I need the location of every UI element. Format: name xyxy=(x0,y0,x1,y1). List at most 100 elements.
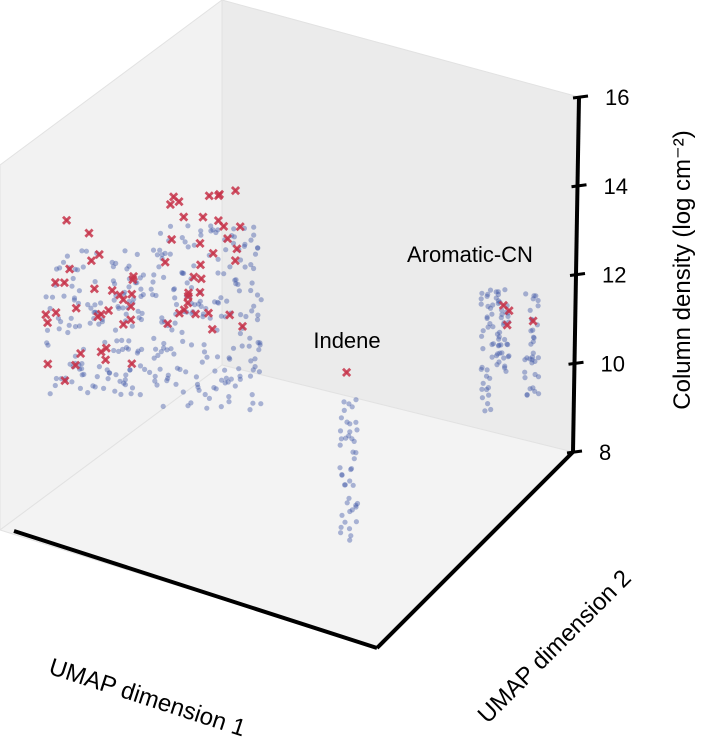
data-point-circle xyxy=(215,227,221,233)
data-point-circle xyxy=(179,235,185,241)
data-point-circle xyxy=(495,351,501,357)
data-point-circle xyxy=(349,404,355,410)
data-point-circle xyxy=(255,339,261,346)
data-point-circle xyxy=(535,297,541,304)
data-point-circle xyxy=(101,385,107,391)
data-point-circle xyxy=(204,405,210,411)
data-point-circle xyxy=(72,324,79,330)
data-point-x-marker xyxy=(43,359,53,369)
data-point-circle xyxy=(213,229,219,236)
data-point-x-marker xyxy=(174,197,184,207)
data-point-circle xyxy=(117,378,123,384)
data-point-circle xyxy=(351,456,357,462)
data-point-circle xyxy=(128,391,134,397)
data-point-x-marker xyxy=(237,321,248,331)
data-point-circle xyxy=(161,274,167,280)
data-point-circle xyxy=(505,313,511,319)
data-point-x-marker xyxy=(225,310,235,320)
data-point-circle xyxy=(479,364,485,370)
data-point-circle xyxy=(250,367,256,373)
data-point-circle xyxy=(484,315,490,321)
data-point-x-marker xyxy=(84,228,94,238)
data-point-circle xyxy=(156,264,162,270)
data-point-circle xyxy=(237,373,243,379)
data-point-circle xyxy=(337,465,343,471)
data-point-circle xyxy=(180,338,186,344)
data-point-circle xyxy=(85,302,91,308)
data-point-circle xyxy=(479,395,485,401)
data-point-circle xyxy=(483,373,490,379)
data-point-circle xyxy=(135,308,141,314)
data-point-circle xyxy=(171,286,177,292)
data-point-circle xyxy=(484,293,490,299)
data-point-circle xyxy=(152,378,158,384)
data-point-circle xyxy=(533,293,539,299)
data-point-circle xyxy=(349,436,355,442)
data-point-circle xyxy=(194,381,201,387)
data-point-circle xyxy=(215,300,222,306)
data-point-circle xyxy=(45,342,51,348)
data-point-x-marker xyxy=(127,289,137,299)
data-point-circle xyxy=(140,272,146,278)
data-point-circle xyxy=(173,381,179,387)
data-point-x-marker xyxy=(126,301,136,311)
data-point-circle xyxy=(347,478,353,484)
data-point-circle xyxy=(111,297,117,303)
data-point-circle xyxy=(499,350,505,356)
data-point-x-marker xyxy=(198,212,208,222)
data-point-circle xyxy=(85,390,91,396)
annotation-indene: Indene xyxy=(313,328,380,353)
data-point-circle xyxy=(66,322,72,328)
data-point-circle xyxy=(69,283,75,289)
data-point-circle xyxy=(126,338,132,344)
data-point-circle xyxy=(162,250,168,256)
data-point-circle xyxy=(158,349,164,355)
data-point-circle xyxy=(118,391,124,397)
data-point-circle xyxy=(165,372,171,378)
data-point-circle xyxy=(110,264,116,270)
data-point-circle xyxy=(195,384,201,390)
data-point-circle xyxy=(52,382,58,389)
data-point-circle xyxy=(235,281,241,287)
data-point-circle xyxy=(237,376,243,382)
data-point-circle xyxy=(47,305,53,312)
data-point-circle xyxy=(122,377,128,383)
z-tick-mark xyxy=(569,272,586,277)
data-point-circle xyxy=(126,284,132,290)
data-point-circle xyxy=(112,388,118,394)
data-point-x-marker xyxy=(93,312,103,322)
data-point-circle xyxy=(339,512,345,518)
data-point-circle xyxy=(137,275,143,281)
data-point-circle xyxy=(57,265,63,271)
data-point-circle xyxy=(484,367,490,373)
data-point-circle xyxy=(65,329,71,336)
z-tick-label: 8 xyxy=(599,440,611,465)
data-point-circle xyxy=(75,267,81,273)
data-point-circle xyxy=(241,243,247,249)
data-point-circle xyxy=(338,415,344,421)
data-point-x-marker xyxy=(342,367,352,377)
data-point-circle xyxy=(346,401,352,407)
data-point-circle xyxy=(191,263,197,269)
data-point-circle xyxy=(214,354,221,360)
data-point-circle xyxy=(353,504,359,510)
data-point-circle xyxy=(252,356,258,362)
data-point-x-marker xyxy=(163,319,173,329)
data-point-circle xyxy=(153,292,159,299)
data-point-circle xyxy=(223,247,229,253)
data-point-x-marker xyxy=(196,274,206,284)
data-point-circle xyxy=(96,364,102,370)
data-point-x-marker xyxy=(235,222,245,232)
data-point-circle xyxy=(502,363,508,369)
data-point-circle xyxy=(495,343,502,349)
data-point-circle xyxy=(494,331,501,337)
data-point-circle xyxy=(195,301,202,307)
data-point-x-marker xyxy=(107,285,117,296)
data-point-circle xyxy=(478,366,484,372)
data-point-circle xyxy=(55,315,62,321)
data-point-circle xyxy=(114,338,120,344)
data-point-circle xyxy=(215,299,221,305)
data-point-circle xyxy=(123,311,129,317)
data-point-circle xyxy=(139,346,145,352)
